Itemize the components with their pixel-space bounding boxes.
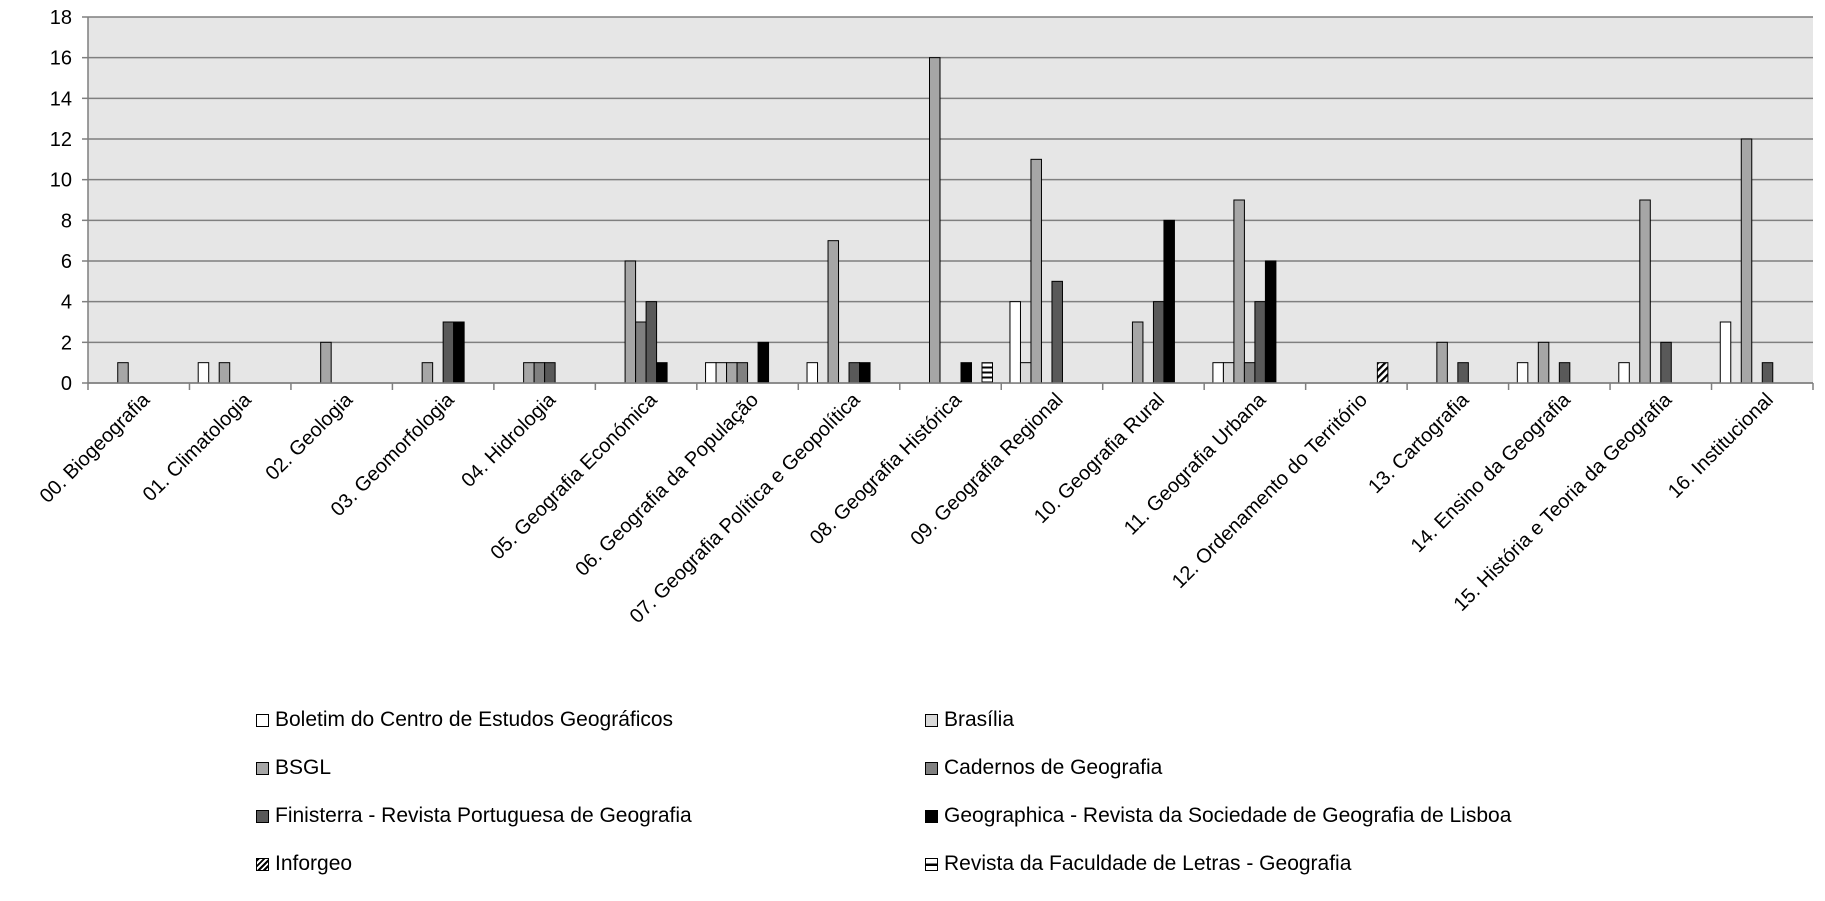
bar [534,363,545,383]
bar [1132,322,1143,383]
y-tick-label: 8 [61,210,72,232]
x-tick-label: 02. Geologia [261,388,357,484]
bar [636,322,647,383]
x-tick-label: 16. Institucional [1664,389,1778,503]
bar [1661,342,1672,383]
x-tick-label: 00. Biogeografia [36,388,155,507]
bar [1213,363,1224,383]
y-tick-label: 6 [61,251,72,273]
bar [706,363,717,383]
y-tick-label: 4 [61,292,72,314]
bar [1741,139,1752,383]
bar [727,363,738,383]
bar [422,363,433,383]
bar [1458,363,1469,383]
bar [930,58,941,383]
bar [849,363,860,383]
bar [1234,200,1245,383]
bar [860,363,871,383]
y-tick-label: 2 [61,332,72,354]
bar [1244,363,1255,383]
bar [1031,159,1042,383]
bar [807,363,818,383]
bar [118,363,129,383]
x-tick-label: 04. Hidrologia [457,388,560,491]
bar [1153,302,1164,383]
x-tick-label: 13. Cartografia [1364,388,1474,498]
bar [545,363,556,383]
bar [1437,342,1448,383]
bar [1538,342,1549,383]
bar [828,241,839,383]
bar [1559,363,1570,383]
plot-area [88,17,1813,383]
y-tick-label: 14 [50,88,72,110]
bar [443,322,454,383]
bar [1720,322,1731,383]
x-tick-label: 05. Geografia Económica [486,388,662,564]
bar [1010,302,1021,383]
bar [1377,363,1388,383]
y-axis: 0 2 4 6 8 10 12 14 16 18 [50,7,88,395]
bar [982,363,993,383]
x-tick-label: 06. Geografia da População [571,389,763,581]
bar [1762,363,1773,383]
bar [1164,220,1175,383]
x-tick-label: 01. Climatologia [139,388,257,506]
bar [646,302,657,383]
bar [1640,200,1651,383]
bar [1255,302,1266,383]
bar [961,363,972,383]
bar [1619,363,1630,383]
y-tick-label: 10 [50,170,72,192]
y-tick-label: 16 [50,48,72,70]
y-tick-label: 18 [50,7,72,29]
y-tick-label: 0 [61,373,72,395]
x-tick-label: 07. Geografia Política e Geopolítica [626,388,865,627]
bar [321,342,332,383]
y-tick-label: 12 [50,129,72,151]
bar [1265,261,1276,383]
bar [524,363,535,383]
bar [219,363,230,383]
bar [737,363,748,383]
bar [1517,363,1528,383]
bar [716,363,727,383]
bar [1020,363,1031,383]
x-tick-label: 12. Ordenamento do Território [1168,389,1372,593]
bar [657,363,668,383]
bar [1052,281,1063,383]
x-tick-label: 15. História e Teoria da Geografia [1450,388,1677,615]
bar [198,363,209,383]
bar [758,342,769,383]
bar [454,322,465,383]
bar [1223,363,1234,383]
bar [625,261,636,383]
